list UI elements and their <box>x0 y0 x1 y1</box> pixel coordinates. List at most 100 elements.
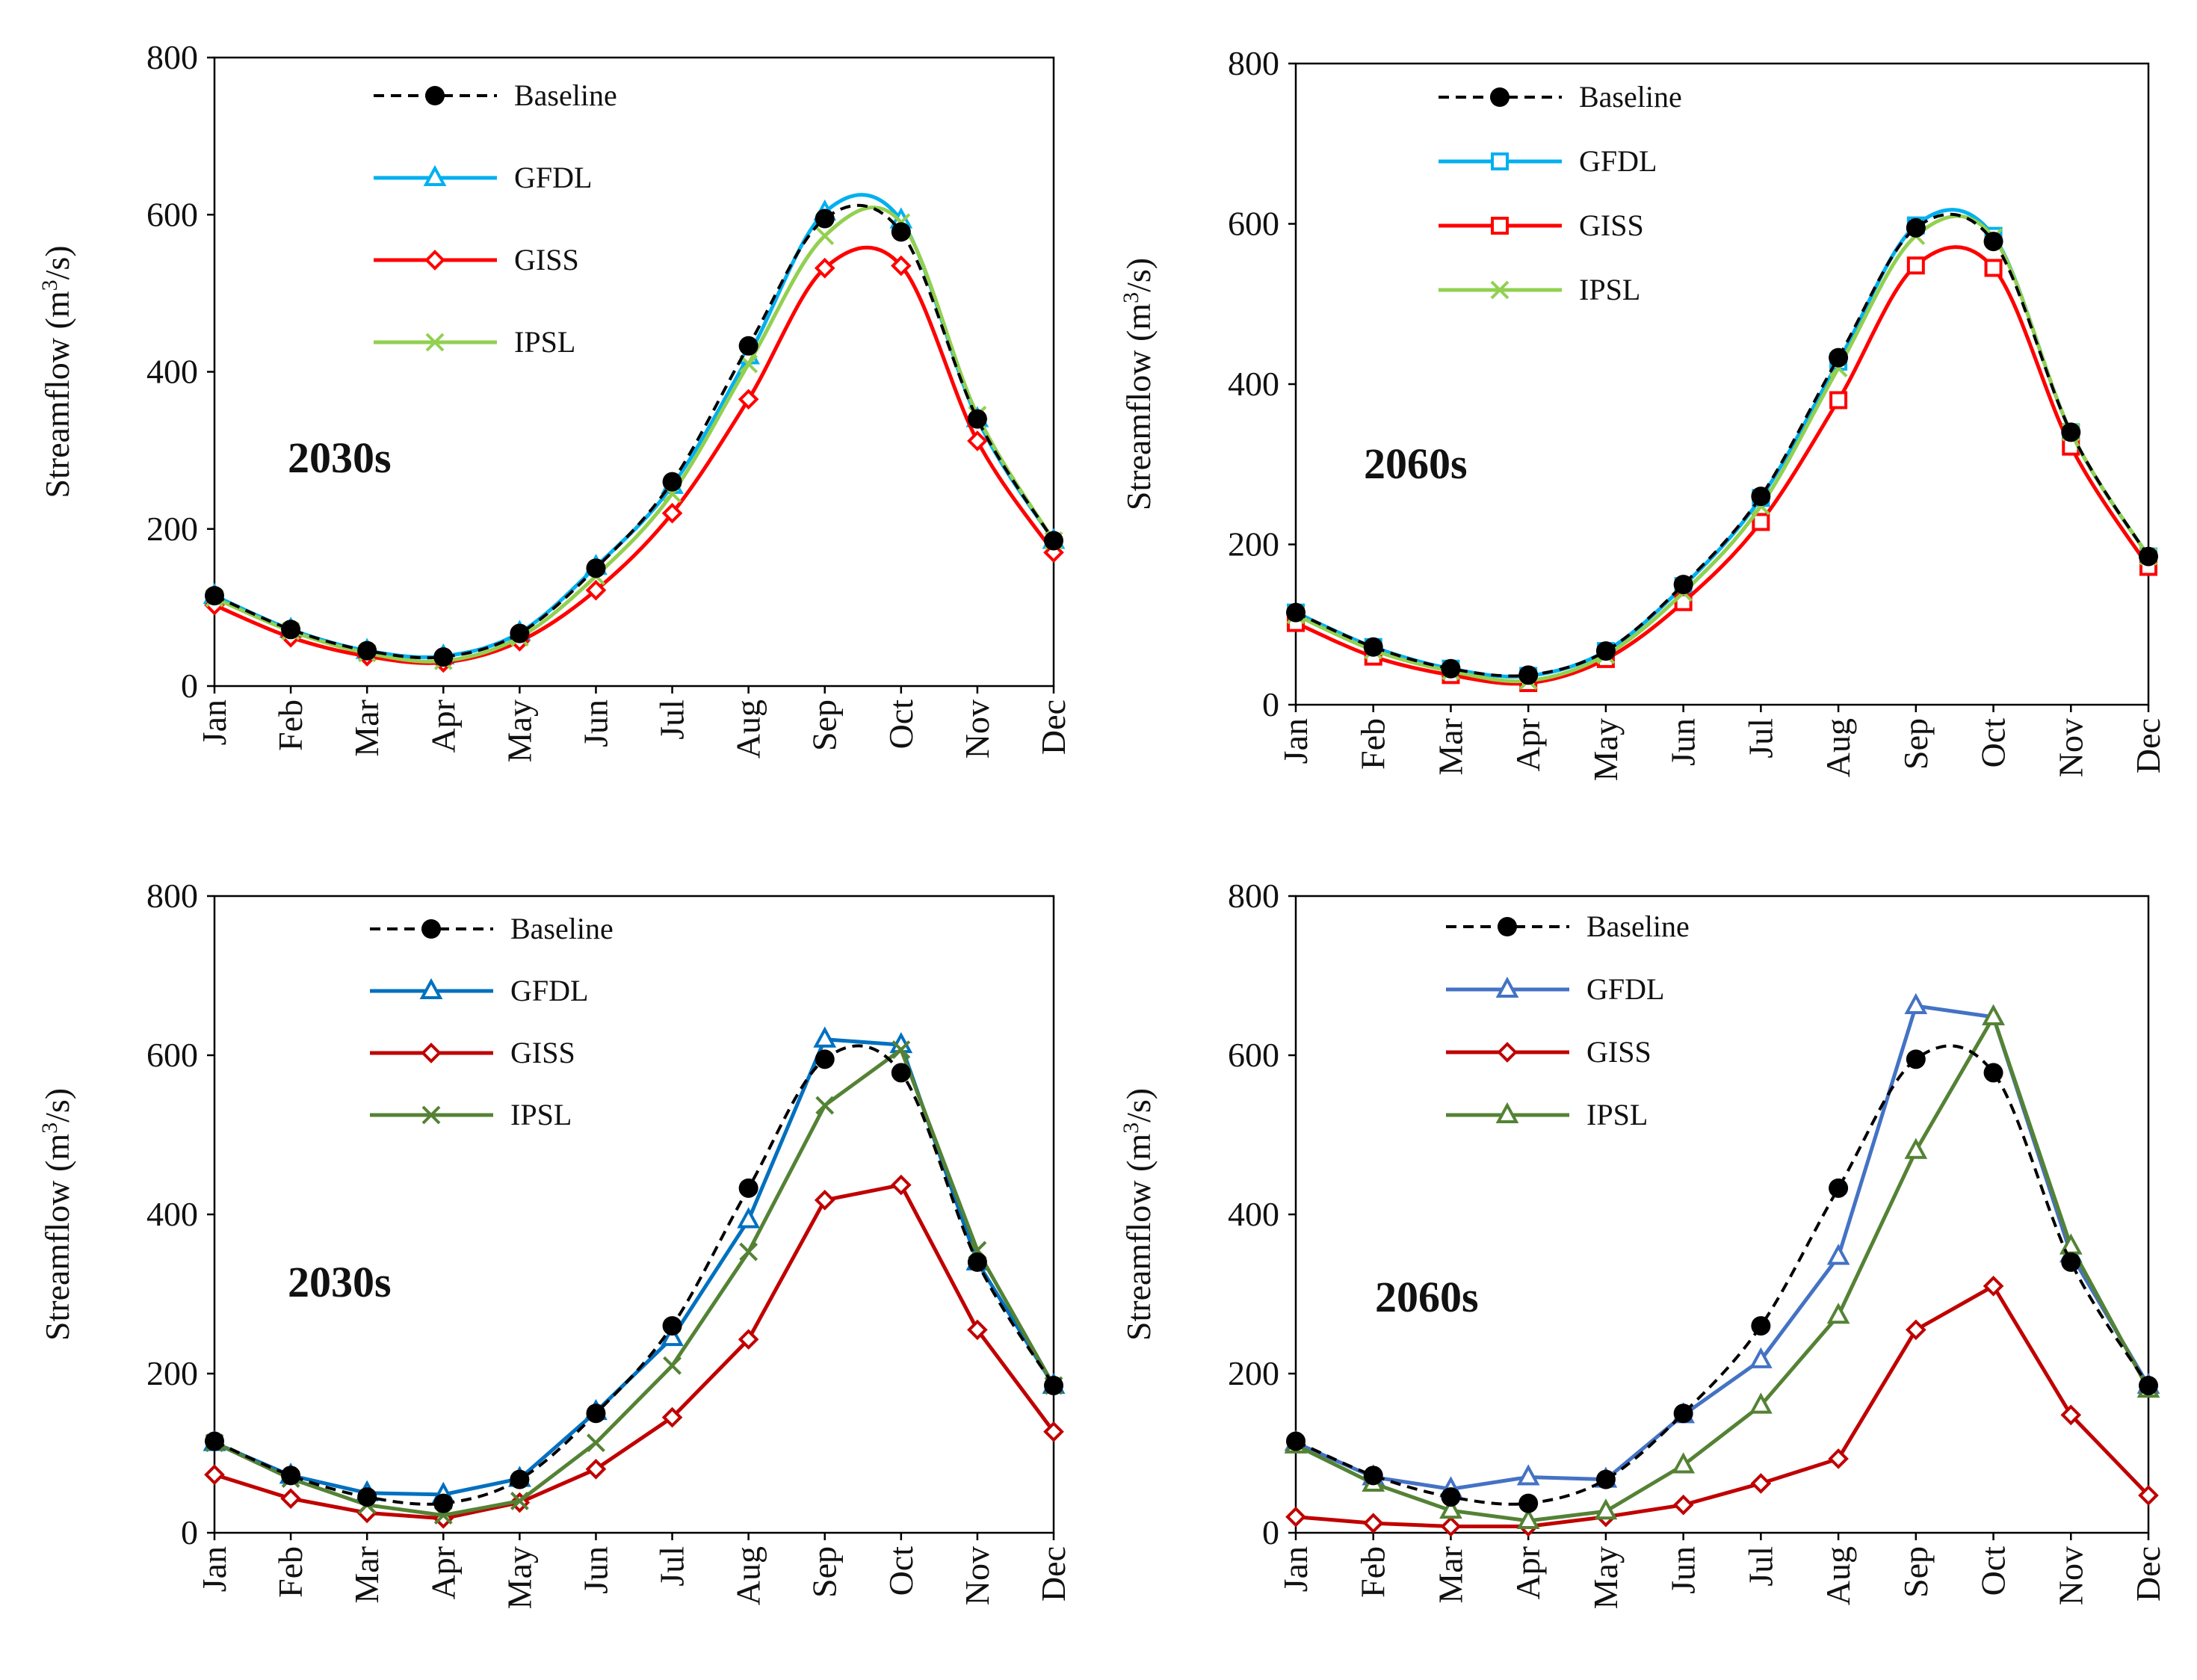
plot-area-frame <box>1294 62 2150 706</box>
data-point-baseline <box>1906 217 1926 238</box>
data-point-baseline <box>1441 1487 1461 1507</box>
data-point-giss <box>585 1458 607 1480</box>
x-tick-label: Mar <box>347 700 386 757</box>
y-axis-label-tail: /s) <box>1119 1088 1158 1122</box>
legend-marker-gfdl <box>419 978 443 999</box>
x-tick-label: Apr <box>1509 718 1547 772</box>
legend-label-gfdl: GFDL <box>510 974 588 1007</box>
series-gfdl <box>203 193 1066 665</box>
data-point-baseline <box>967 1252 987 1272</box>
y-tick-label: 200 <box>146 1354 198 1392</box>
legend-label-ipsl: IPSL <box>510 1098 572 1131</box>
x-tick-label: Dec <box>1034 1546 1072 1602</box>
data-point-ipsl <box>1749 1392 1773 1414</box>
data-point-giss <box>1983 1276 2004 1297</box>
legend-marker-baseline <box>425 86 445 105</box>
data-point-giss <box>2060 1404 2082 1426</box>
data-point-ipsl <box>815 226 835 246</box>
data-point-ipsl <box>1439 1498 1462 1519</box>
data-point-giss <box>661 502 683 524</box>
y-tick-label: 600 <box>1228 1036 1279 1074</box>
data-point-ipsl <box>1672 1452 1696 1474</box>
data-point-baseline <box>1441 658 1461 679</box>
legend-marker-ipsl <box>421 1105 441 1125</box>
series-line-ipsl <box>1294 1012 2151 1523</box>
legend-label-giss: GISS <box>514 243 579 277</box>
x-tick-label: Feb <box>271 700 309 751</box>
legend-marker-giss <box>1491 217 1509 235</box>
data-point-baseline <box>891 1063 911 1083</box>
data-point-ipsl <box>1826 1303 1850 1324</box>
data-point-baseline <box>1751 1316 1771 1336</box>
y-axis-label: Streamflow (m3/s) <box>1119 1088 1158 1341</box>
data-point-giss <box>1829 391 1848 410</box>
y-tick-label: 0 <box>181 667 198 705</box>
x-tick-label: Mar <box>1431 718 1469 776</box>
legend-marker-gfdl <box>1491 152 1509 170</box>
y-tick-label: 800 <box>146 38 198 76</box>
chart-panel-bottom-right: 0 200 400 600 800 Jan Feb Mar Apr May Jun Jul Aug Sep… <box>1119 877 2167 1609</box>
data-point-ipsl <box>663 1356 682 1375</box>
data-point-baseline <box>1518 1493 1539 1513</box>
x-tick-label: Sep <box>1897 1546 1935 1598</box>
x-tick-label: Jan <box>1276 718 1314 764</box>
data-point-ipsl <box>510 1491 529 1510</box>
data-point-ipsl <box>739 1242 758 1261</box>
x-tick-label: Feb <box>1354 1546 1392 1598</box>
data-point-baseline <box>662 1316 682 1336</box>
data-point-baseline <box>891 222 911 242</box>
y-axis-label-superscript: 3 <box>1119 1122 1143 1134</box>
data-point-giss <box>967 430 988 451</box>
data-point-gfdl <box>661 1324 684 1347</box>
x-tick-label: Apr <box>424 700 462 753</box>
data-point-ipsl <box>1904 1137 1928 1159</box>
series-line-giss <box>214 1182 1056 1521</box>
legend-marker-giss <box>424 250 445 271</box>
data-point-ipsl <box>892 1040 911 1059</box>
data-point-baseline <box>1983 232 2003 252</box>
data-point-giss <box>890 1174 912 1196</box>
y-tick-label: 600 <box>1228 205 1279 243</box>
y-tick-label: 800 <box>1228 877 1279 915</box>
legend-label-ipsl: IPSL <box>1586 1098 1648 1131</box>
data-point-baseline <box>1673 575 1693 595</box>
data-point-baseline <box>281 1466 301 1486</box>
x-tick-label: Aug <box>1819 718 1857 777</box>
legend-label-gfdl: GFDL <box>1586 972 1664 1006</box>
chart-panel-top-right: 0 200 400 600 800 Jan Feb Mar Apr May Jun Jul Aug Sep… <box>1119 44 2167 781</box>
plot-area-frame <box>213 56 1055 688</box>
y-tick-label: 200 <box>146 510 198 548</box>
y-axis-label: Streamflow (m3/s) <box>37 245 76 498</box>
y-tick-label: 0 <box>1262 1513 1279 1551</box>
y-axis-label-tail: /s) <box>1119 258 1158 292</box>
legend-label-gfdl: GFDL <box>514 161 592 194</box>
data-point-giss <box>738 389 759 410</box>
data-point-baseline <box>2061 1252 2081 1272</box>
data-point-baseline <box>967 409 987 429</box>
x-tick-label: Nov <box>958 1546 996 1605</box>
chart-panel-bottom-left: 0 200 400 600 800 Jan Feb Mar Apr May Jun Jul Aug Sep… <box>37 877 1072 1609</box>
data-point-baseline <box>1363 1466 1383 1486</box>
data-point-giss <box>1362 1513 1384 1534</box>
period-label: 2060s <box>1364 439 1468 488</box>
data-point-baseline <box>1673 1403 1693 1424</box>
data-point-baseline <box>1044 1375 1063 1395</box>
legend-marker-ipsl <box>425 333 445 352</box>
legend: Baseline GFDL GISS IPSL <box>374 78 617 359</box>
period-label: 2060s <box>1375 1273 1479 1321</box>
data-point-baseline <box>1044 531 1063 551</box>
data-point-gfdl <box>737 1207 761 1229</box>
y-tick-label: 400 <box>146 353 198 391</box>
plot-area-frame <box>213 895 1055 1534</box>
x-tick-label: May <box>500 700 538 762</box>
data-point-giss <box>1440 1516 1462 1537</box>
data-point-baseline <box>815 209 835 229</box>
y-axis-label-superscript: 3 <box>37 280 62 291</box>
y-axis-label-superscript: 3 <box>37 1122 62 1134</box>
data-point-giss <box>280 1488 301 1510</box>
x-tick-label: Jun <box>1664 1546 1702 1594</box>
x-tick-label: Jul <box>1741 1546 1779 1587</box>
data-point-giss <box>204 1464 225 1486</box>
data-point-baseline <box>510 623 530 643</box>
legend-marker-gfdl <box>1495 976 1519 998</box>
